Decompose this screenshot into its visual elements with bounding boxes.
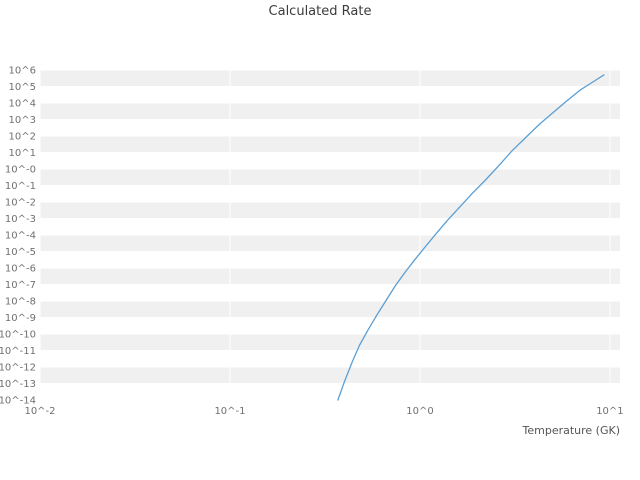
y-tick-label: 10^-11 xyxy=(0,346,36,357)
x-tick-label: 10^-2 xyxy=(24,406,55,417)
y-tick-label: 10^-1 xyxy=(5,181,36,192)
grid-band xyxy=(40,102,620,120)
grid-band xyxy=(40,201,620,219)
y-tick-label: 10^-9 xyxy=(5,313,36,324)
y-tick-label: 10^6 xyxy=(9,65,36,76)
y-tick-label: 10^4 xyxy=(9,98,36,109)
y-tick-label: 10^-12 xyxy=(0,362,36,373)
y-tick-label: 10^-7 xyxy=(5,280,36,291)
series-line-calculated-rate xyxy=(337,74,605,401)
grid-band xyxy=(40,168,620,186)
chart-title: Calculated Rate xyxy=(268,4,372,19)
y-tick-label: 10^-10 xyxy=(0,329,36,340)
y-tick-label: 10^-13 xyxy=(0,379,36,390)
grid-band xyxy=(40,234,620,252)
y-tick-label: 10^-3 xyxy=(5,214,36,225)
y-tick-label: 10^-0 xyxy=(5,164,36,175)
y-tick-label: 10^1 xyxy=(9,148,36,159)
grid-band xyxy=(40,300,620,318)
grid-band xyxy=(40,135,620,153)
x-axis-label: Temperature (GK) xyxy=(522,424,621,437)
x-tick-label: 10^0 xyxy=(406,406,433,417)
y-tick-label: 10^-2 xyxy=(5,197,36,208)
y-tick-label: 10^-8 xyxy=(5,296,36,307)
y-tick-label: 10^5 xyxy=(9,82,36,93)
grid-band xyxy=(40,267,620,285)
y-tick-label: 10^-14 xyxy=(0,396,36,407)
x-tick-label: 10^1 xyxy=(596,406,623,417)
y-tick-label: 10^-6 xyxy=(5,263,36,274)
grid-band xyxy=(40,69,620,87)
grid-band xyxy=(40,366,620,384)
y-tick-label: 10^3 xyxy=(9,115,36,126)
grid-band xyxy=(40,333,620,351)
y-tick-label: 10^-4 xyxy=(5,230,36,241)
y-tick-label: 10^-5 xyxy=(5,247,36,258)
x-tick-label: 10^-1 xyxy=(214,406,245,417)
y-tick-label: 10^2 xyxy=(9,131,36,142)
